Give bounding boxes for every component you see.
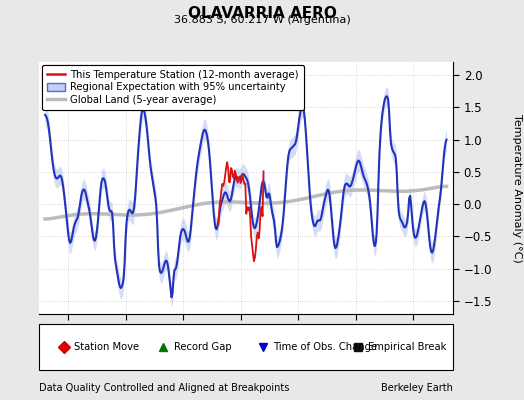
- Text: 36.883 S, 60.217 W (Argentina): 36.883 S, 60.217 W (Argentina): [173, 15, 351, 25]
- FancyBboxPatch shape: [39, 324, 453, 370]
- Text: Berkeley Earth: Berkeley Earth: [381, 383, 453, 393]
- Y-axis label: Temperature Anomaly (°C): Temperature Anomaly (°C): [511, 114, 521, 262]
- Text: OLAVARRIA AERO: OLAVARRIA AERO: [188, 6, 336, 21]
- Text: Data Quality Controlled and Aligned at Breakpoints: Data Quality Controlled and Aligned at B…: [39, 383, 290, 393]
- Text: Time of Obs. Change: Time of Obs. Change: [273, 342, 377, 352]
- Text: Record Gap: Record Gap: [174, 342, 232, 352]
- Legend: This Temperature Station (12-month average), Regional Expectation with 95% uncer: This Temperature Station (12-month avera…: [42, 65, 304, 110]
- Text: Empirical Break: Empirical Break: [368, 342, 447, 352]
- Text: Station Move: Station Move: [74, 342, 139, 352]
